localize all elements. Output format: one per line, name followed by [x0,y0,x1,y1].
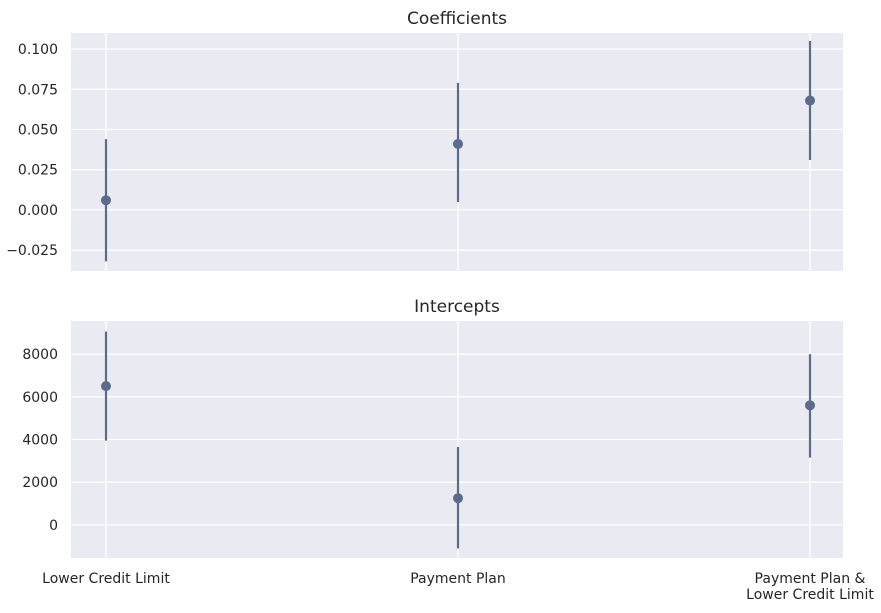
y-tick-label: 4000 [22,433,58,449]
x-axis-tick-labels: Lower Credit Limit Payment Plan Payment Pl… [42,571,874,603]
y-tick-label: −0.025 [6,243,58,259]
y-tick-label: 0.100 [18,42,58,58]
data-point [453,138,463,149]
data-point [805,400,815,411]
y-tick-label: 6000 [22,390,58,406]
panel-title: Intercepts [414,297,500,317]
x-tick-label: Lower Credit Limit [42,571,170,587]
coefficients-panel: −0.025 0.000 0.025 0.050 0.075 0.100 Coefficie… [6,9,843,271]
y-tick-label: 0.000 [18,203,58,219]
y-tick-label: 0 [49,518,58,534]
y-tick-label: 8000 [22,347,58,363]
panel-title: Coefficients [407,9,507,29]
data-point [101,195,111,206]
data-point [805,95,815,106]
intercepts-panel: 0 2000 4000 6000 8000 Intercepts [22,297,843,558]
y-tick-label: 2000 [22,475,58,491]
y-tick-label: 0.025 [18,163,58,179]
y-tick-label: 0.050 [18,122,58,138]
x-tick-label: Payment Plan & Lower Credit Limit [746,571,874,603]
y-tick-label: 0.075 [18,82,58,98]
data-point [453,493,463,504]
data-point [101,381,111,392]
x-tick-label: Payment Plan [410,571,506,587]
